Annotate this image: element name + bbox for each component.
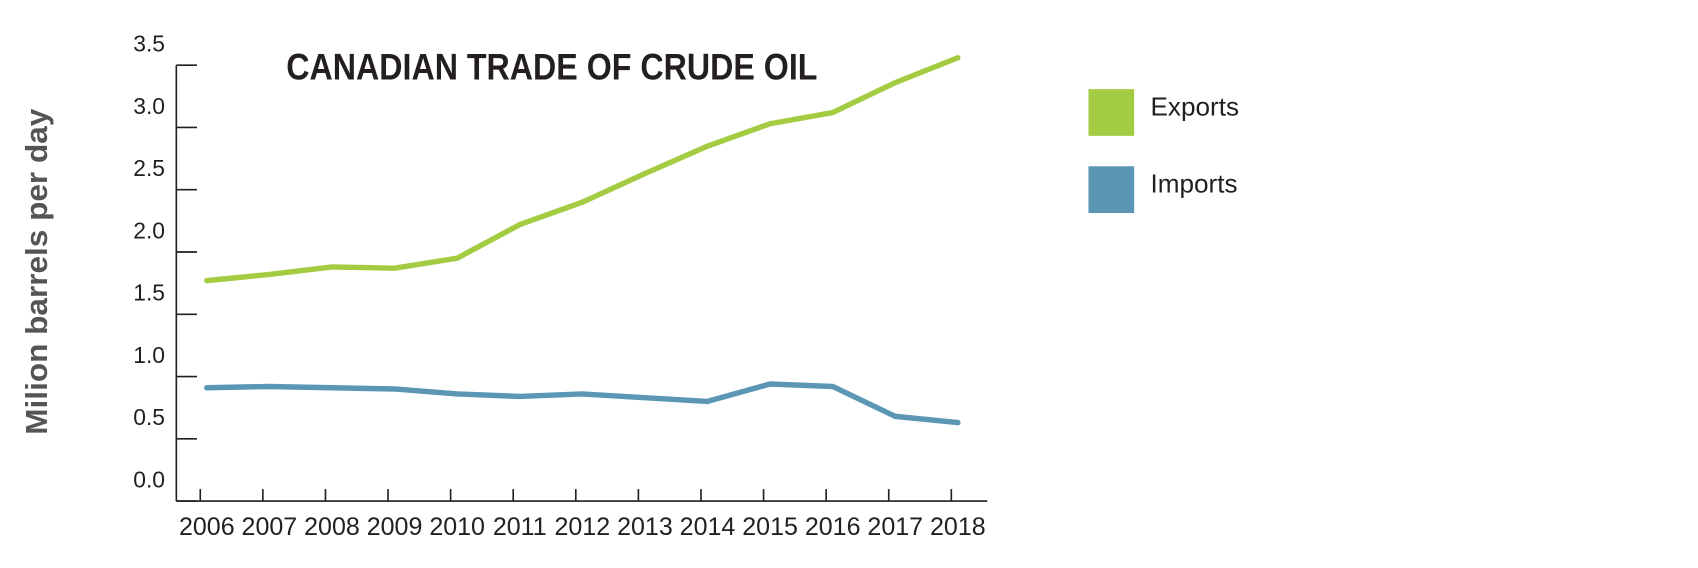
y-tick-label: 2.0	[133, 217, 165, 243]
x-tick-label: 2017	[867, 513, 923, 541]
series-line	[204, 381, 961, 426]
y-tick-label: 3.0	[133, 93, 165, 119]
x-tick-label: 2013	[617, 513, 673, 541]
y-tick-label: 2.5	[133, 155, 165, 181]
x-tick-label: 2010	[429, 513, 485, 541]
x-tick-label: 2008	[304, 513, 360, 541]
legend-label: Imports	[1151, 169, 1238, 199]
x-tick-label: 2006	[179, 513, 235, 541]
y-axis-label: Milion barrels per day	[20, 109, 54, 435]
x-tick-label: 2009	[367, 513, 423, 541]
y-tick-label: 1.5	[133, 280, 165, 306]
chart-title: CANADIAN TRADE OF CRUDE OIL	[286, 46, 817, 87]
x-tick-label: 2015	[742, 513, 798, 541]
x-tick-label: 2012	[554, 513, 610, 541]
y-tick-label: 0.0	[133, 467, 165, 493]
y-tick-label: 1.0	[133, 342, 165, 368]
series-line	[204, 55, 961, 284]
x-tick-label: 2007	[242, 513, 298, 541]
y-tick-label: 3.5	[133, 31, 165, 57]
legend-label: Exports	[1151, 92, 1240, 122]
x-tick-label: 2016	[805, 513, 861, 541]
legend-swatch	[1088, 166, 1135, 214]
y-tick-label: 0.5	[133, 404, 165, 430]
x-tick-label: 2018	[930, 513, 986, 541]
x-tick-label: 2011	[493, 513, 547, 541]
x-tick-label: 2014	[680, 513, 736, 541]
legend-swatch	[1088, 89, 1135, 136]
